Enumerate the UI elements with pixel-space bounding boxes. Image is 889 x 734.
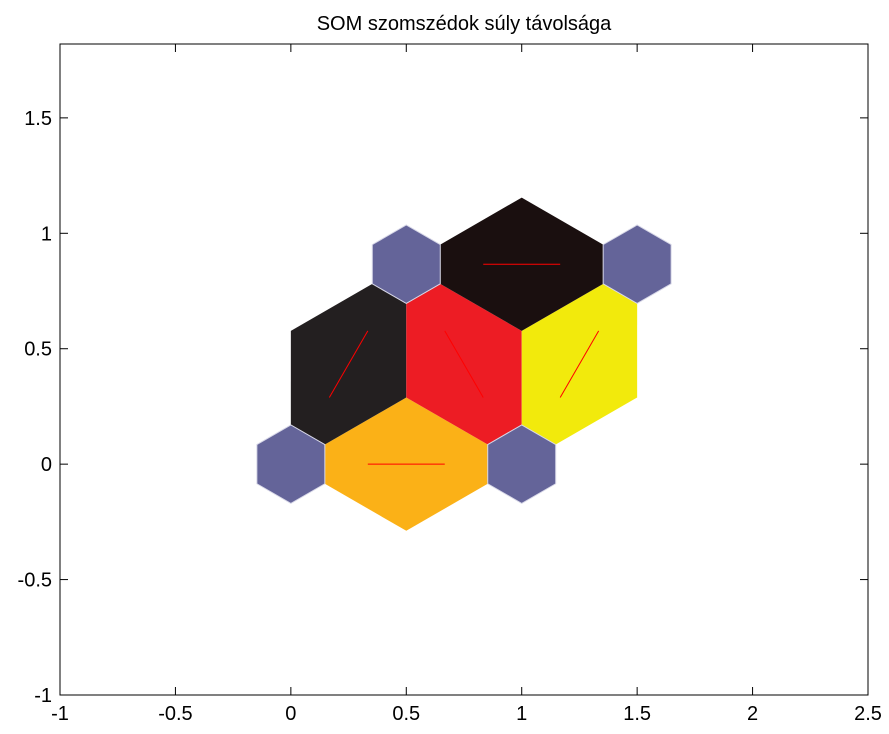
neuron: [371, 224, 441, 305]
neuron: [487, 424, 557, 504]
x-tick-label: -0.5: [158, 703, 192, 725]
chart-title: SOM szomszédok súly távolsága: [317, 13, 612, 35]
neuron: [256, 424, 326, 504]
weight-line: [444, 330, 484, 398]
x-tick-label: 2.5: [854, 703, 882, 725]
weight-line: [559, 330, 600, 398]
neuron: [602, 224, 672, 305]
y-tick-label: 0: [41, 454, 52, 476]
x-tick-label: 0.5: [392, 703, 420, 725]
x-tick-label: -1: [51, 703, 69, 725]
y-tick-label: -1: [34, 685, 52, 707]
weight-line: [328, 330, 369, 398]
y-tick-label: 1.5: [24, 108, 52, 130]
x-tick-label: 2: [747, 703, 758, 725]
x-tick-label: 1.5: [623, 703, 651, 725]
y-tick-label: -0.5: [18, 570, 52, 592]
y-tick-label: 1: [41, 223, 52, 245]
axes-box: [59, 43, 869, 696]
x-tick-label: 0: [285, 703, 296, 725]
y-tick-label: 0.5: [24, 339, 52, 361]
x-tick-label: 1: [516, 703, 527, 725]
